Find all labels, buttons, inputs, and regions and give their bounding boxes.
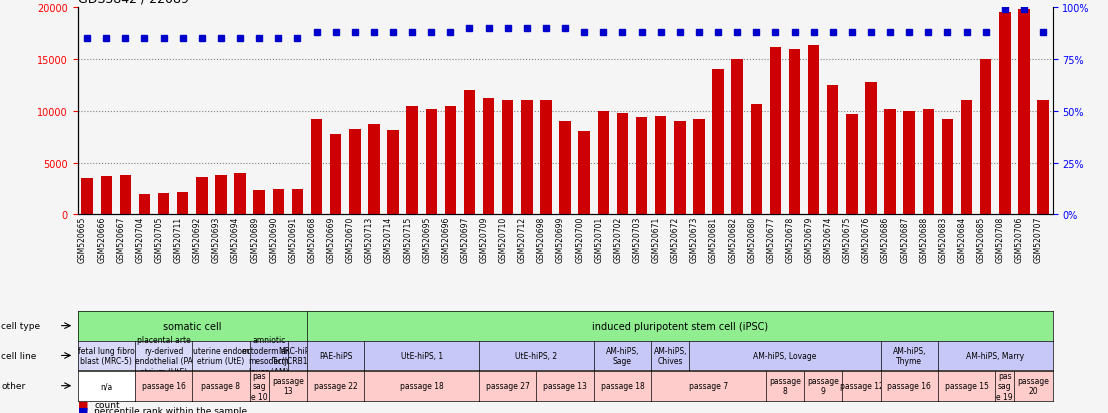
Text: passage 16: passage 16 (888, 381, 931, 390)
Text: somatic cell: somatic cell (163, 321, 222, 331)
Text: amniotic
ectoderm and
mesoderm
layer (AM): amniotic ectoderm and mesoderm layer (AM… (242, 335, 296, 376)
Text: UtE-hiPS, 2: UtE-hiPS, 2 (515, 351, 557, 360)
Bar (636, 118, 647, 215)
Text: AM-hiPS,
Chives: AM-hiPS, Chives (654, 346, 687, 365)
Bar (827, 86, 839, 215)
Text: passage 18: passage 18 (601, 381, 645, 390)
Text: count: count (94, 400, 120, 409)
Text: passage 12: passage 12 (840, 381, 883, 390)
Bar (617, 114, 628, 215)
Bar (483, 99, 494, 215)
Text: uterine endom
etrium (UtE): uterine endom etrium (UtE) (193, 346, 249, 365)
Bar (578, 132, 589, 215)
Bar (196, 178, 207, 215)
Text: cell line: cell line (1, 351, 37, 360)
Bar (291, 190, 304, 215)
Bar (597, 112, 609, 215)
Bar (865, 83, 876, 215)
Text: AM-hiPS, Lovage: AM-hiPS, Lovage (753, 351, 817, 360)
Bar (120, 176, 131, 215)
Text: AM-hiPS,
Thyme: AM-hiPS, Thyme (892, 346, 926, 365)
Bar (349, 130, 360, 215)
Bar (789, 50, 800, 215)
Bar (712, 70, 724, 215)
Text: passage 27: passage 27 (485, 381, 530, 390)
Bar (388, 131, 399, 215)
Bar (884, 109, 896, 215)
Bar (177, 192, 188, 215)
Text: ■: ■ (78, 400, 88, 410)
Bar (215, 176, 227, 215)
Bar (138, 194, 151, 215)
Bar (521, 101, 533, 215)
Text: n/a: n/a (100, 381, 112, 390)
Text: passage 13: passage 13 (543, 381, 587, 390)
Bar (808, 45, 819, 215)
Bar (999, 13, 1010, 215)
Text: passage
9: passage 9 (808, 376, 839, 395)
Bar (903, 112, 915, 215)
Bar (942, 120, 953, 215)
Bar (311, 120, 322, 215)
Bar (444, 106, 456, 215)
Bar (273, 190, 284, 215)
Text: percentile rank within the sample: percentile rank within the sample (94, 406, 247, 413)
Text: passage 8: passage 8 (202, 381, 240, 390)
Text: passage 18: passage 18 (400, 381, 443, 390)
Text: passage
8: passage 8 (769, 376, 801, 395)
Text: passage 16: passage 16 (142, 381, 185, 390)
Bar (923, 109, 934, 215)
Text: AM-hiPS, Marry: AM-hiPS, Marry (966, 351, 1024, 360)
Text: passage 15: passage 15 (945, 381, 988, 390)
Text: AM-hiPS,
Sage: AM-hiPS, Sage (606, 346, 639, 365)
Bar (464, 91, 475, 215)
Bar (407, 106, 418, 215)
Bar (101, 177, 112, 215)
Bar (234, 173, 246, 215)
Text: pas
sag
e 19: pas sag e 19 (996, 371, 1013, 401)
Text: passage 22: passage 22 (314, 381, 358, 390)
Text: induced pluripotent stem cell (iPSC): induced pluripotent stem cell (iPSC) (592, 321, 768, 331)
Text: passage 7: passage 7 (689, 381, 728, 390)
Bar (1018, 10, 1029, 215)
Bar (694, 120, 705, 215)
Bar (847, 114, 858, 215)
Text: pas
sag
e 10: pas sag e 10 (250, 371, 267, 401)
Text: fetal lung fibro
blast (MRC-5): fetal lung fibro blast (MRC-5) (78, 346, 134, 365)
Bar (502, 101, 513, 215)
Bar (541, 101, 552, 215)
Text: passage
13: passage 13 (271, 376, 304, 395)
Bar (330, 134, 341, 215)
Bar (254, 191, 265, 215)
Bar (750, 104, 762, 215)
Bar (731, 60, 742, 215)
Bar (425, 109, 437, 215)
Text: PAE-hiPS: PAE-hiPS (319, 351, 352, 360)
Text: GDS3842 / 22089: GDS3842 / 22089 (78, 0, 188, 6)
Text: other: other (1, 381, 25, 390)
Text: ■: ■ (78, 406, 88, 413)
Bar (770, 47, 781, 215)
Bar (961, 101, 973, 215)
Bar (674, 122, 686, 215)
Text: UtE-hiPS, 1: UtE-hiPS, 1 (401, 351, 443, 360)
Bar (560, 122, 571, 215)
Bar (979, 60, 992, 215)
Bar (157, 193, 170, 215)
Text: passage
20: passage 20 (1017, 376, 1049, 395)
Text: cell type: cell type (1, 321, 40, 330)
Text: placental arte
ry-derived
endothelial (PA
etrium (UtE): placental arte ry-derived endothelial (P… (135, 335, 193, 376)
Bar (655, 116, 666, 215)
Bar (1037, 101, 1049, 215)
Bar (368, 125, 380, 215)
Bar (81, 178, 93, 215)
Text: MRC-hiPS,
Tic(JCRB1331: MRC-hiPS, Tic(JCRB1331 (271, 346, 322, 365)
